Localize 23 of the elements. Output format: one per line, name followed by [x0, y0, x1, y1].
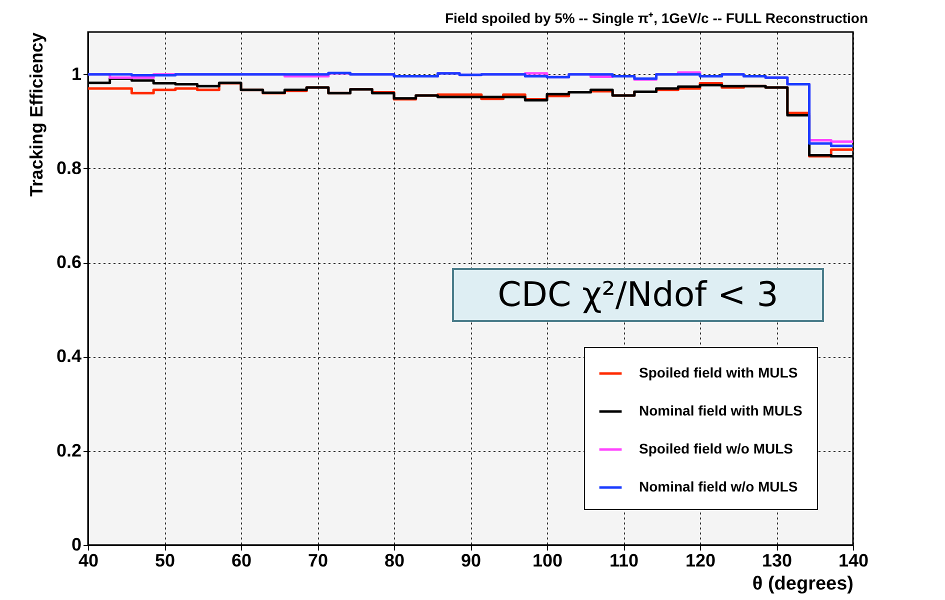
x-tick-label: 110 — [609, 550, 639, 570]
x-tick-label: 90 — [460, 550, 482, 570]
legend-label: Spoiled field with MULS — [639, 364, 798, 380]
legend-label: Nominal field with MULS — [639, 402, 802, 418]
y-tick-label: 1 — [71, 64, 82, 84]
x-tick-label: 130 — [762, 550, 792, 570]
x-tick-label: 140 — [838, 550, 869, 570]
x-axis-title: θ (degrees) — [752, 574, 854, 594]
y-axis-title: Tracking Efficiency — [26, 32, 46, 197]
legend-label: Nominal field w/o MULS — [639, 478, 798, 494]
y-tick-label: 0.2 — [56, 440, 82, 460]
y-tick-label: 0.8 — [56, 158, 82, 178]
x-tick-label: 50 — [154, 550, 176, 570]
y-tick-label: 0.6 — [56, 252, 82, 272]
annotation: CDC χ²/Ndof < 3 — [452, 268, 824, 322]
chart-title: Field spoiled by 5% -- Single π⁺, 1GeV/c -- FULL Reconstruction — [444, 10, 868, 26]
x-tick-label: 120 — [685, 550, 716, 570]
x-tick-label: 80 — [384, 550, 405, 570]
x-tick-label: 60 — [231, 550, 252, 570]
y-tick-label: 0.4 — [56, 346, 82, 366]
x-tick-label: 100 — [532, 550, 563, 570]
x-tick-label: 70 — [308, 550, 328, 570]
legend-label: Spoiled field w/o MULS — [639, 440, 793, 456]
